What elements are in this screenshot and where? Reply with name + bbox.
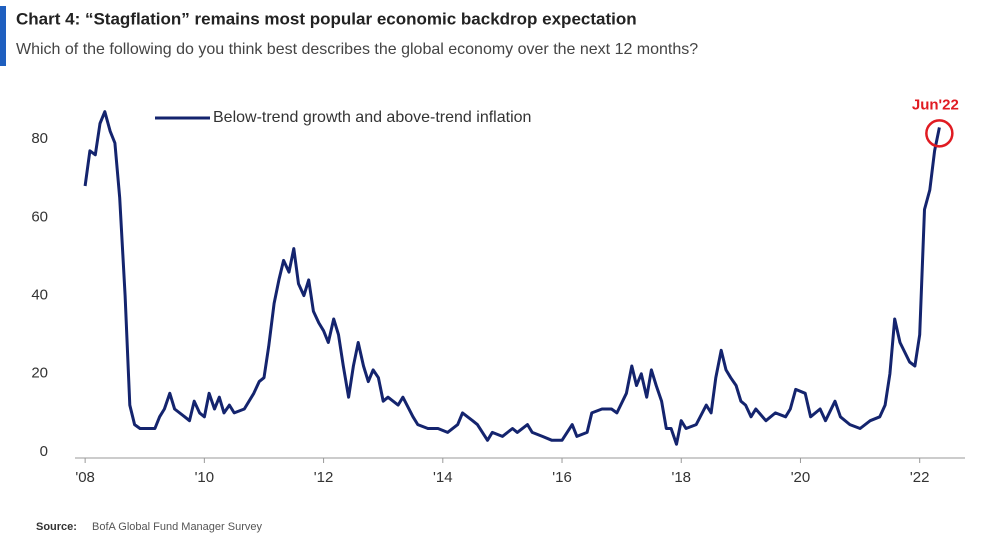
annotation-circle <box>925 119 954 148</box>
x-tick-label: '22 <box>910 469 930 486</box>
x-tick-label: '12 <box>314 469 334 486</box>
source-text: BofA Global Fund Manager Survey <box>92 521 262 533</box>
title-accent <box>0 6 6 66</box>
y-tick-label: 60 <box>31 208 48 225</box>
series-line <box>83 110 941 446</box>
chart-title: Chart 4: “Stagflation” remains most popu… <box>16 9 637 28</box>
x-tick-label: '10 <box>195 469 215 486</box>
x-tick-label: '14 <box>433 469 453 486</box>
y-tick-label: 20 <box>31 365 48 382</box>
x-tick-label: '20 <box>791 469 811 486</box>
y-tick-label: 0 <box>40 443 48 460</box>
legend-label: Below-trend growth and above-trend infla… <box>213 109 531 126</box>
x-tick-label: '16 <box>552 469 572 486</box>
source-label: Source: <box>36 521 77 533</box>
y-tick-label: 40 <box>31 287 48 304</box>
x-tick-label: '08 <box>75 469 95 486</box>
annotation: Jun'22 <box>912 96 959 113</box>
x-tick-label: '18 <box>671 469 691 486</box>
chart-subtitle: Which of the following do you think best… <box>16 41 698 58</box>
y-tick-label: 80 <box>31 130 48 147</box>
